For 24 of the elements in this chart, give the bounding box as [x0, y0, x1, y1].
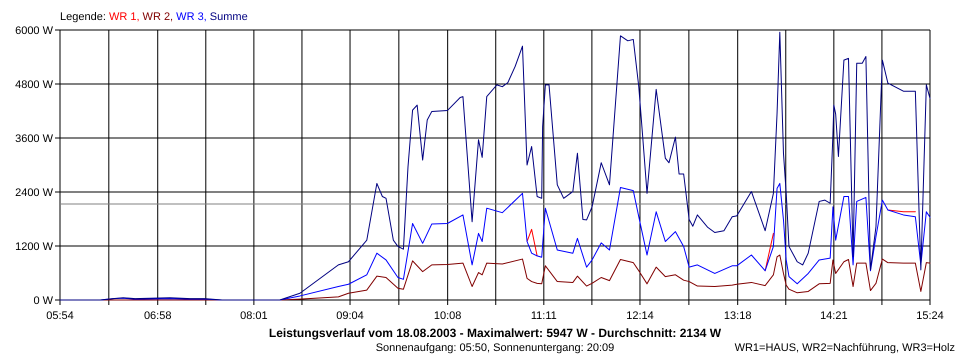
x-tick-label: 14:21 [820, 310, 848, 322]
y-tick-label: 3600 W [15, 133, 54, 145]
y-tick-label: 6000 W [15, 25, 54, 37]
x-tick-label: 06:58 [144, 310, 172, 322]
x-tick-label: 05:54 [46, 310, 74, 322]
y-tick-label: 4800 W [15, 79, 54, 91]
x-tick-label: 09:04 [336, 310, 364, 322]
text: WR1=HAUS, WR2=Nachführung, WR3=Holz [734, 342, 955, 354]
x-tick-label: 13:18 [724, 310, 752, 322]
x-tick-label: 11:11 [530, 310, 557, 322]
text: Leistungsverlauf vom 18.08.2003 - Maximalwert: 5947 W - Durchschnitt: 2134 W [268, 326, 722, 340]
x-tick-label: 10:08 [434, 310, 462, 322]
x-tick-label: 15:24 [916, 310, 944, 322]
text: WR 3, [173, 11, 207, 23]
text: Sonnenaufgang: 05:50, Sonnenuntergang: 20:09 [376, 342, 614, 354]
y-tick-label: 1200 W [15, 241, 54, 253]
x-tick-label: 08:01 [240, 310, 268, 322]
text: Summe [206, 11, 248, 23]
y-tick-label: 0 W [33, 295, 54, 307]
y-tick-label: 2400 W [15, 187, 54, 199]
x-tick-label: 12:14 [626, 310, 654, 322]
text: WR 2, [140, 11, 174, 23]
legend-title: Legende: [60, 11, 109, 23]
text: WR 1, [108, 11, 140, 23]
